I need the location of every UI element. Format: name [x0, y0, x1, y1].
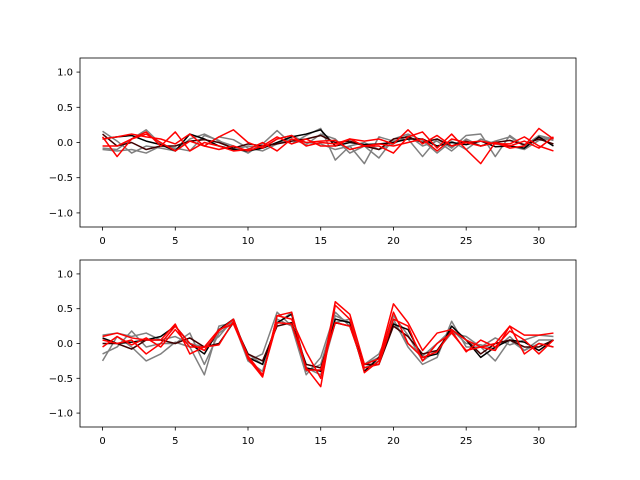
- series-group: [101, 127, 554, 165]
- x-tick-label: 30: [533, 236, 546, 247]
- x-tick-label: 0: [99, 236, 105, 247]
- y-tick-label: −1.0: [49, 208, 73, 219]
- x-tick-label: 15: [314, 236, 327, 247]
- series-line-8: [102, 133, 554, 152]
- x-tick-label: 15: [314, 436, 327, 447]
- series-line-6: [102, 127, 554, 149]
- x-tick-label: 30: [533, 436, 546, 447]
- y-tick-label: 0.0: [57, 138, 73, 149]
- x-tick-label: 5: [172, 236, 178, 247]
- x-tick-label: 5: [172, 436, 178, 447]
- top-subplot: 0 5 10 15 20 25 30 −1.0 −0.5 0.0 0.5 1.0: [49, 57, 577, 247]
- x-tick-label: 10: [242, 236, 255, 247]
- y-tick-label: −1.0: [49, 409, 73, 420]
- y-tick-label: 1.0: [57, 269, 73, 280]
- series-line-6: [102, 301, 554, 380]
- x-tick-label: 0: [99, 436, 105, 447]
- x-tick-label: 25: [460, 436, 473, 447]
- x-tick-label: 25: [460, 236, 473, 247]
- series-line-8: [102, 311, 554, 378]
- y-tick-label: 0.5: [57, 103, 73, 114]
- series-line-7: [101, 131, 554, 165]
- y-tick-label: 0.0: [57, 339, 73, 350]
- series-group: [101, 301, 554, 388]
- y-tick-label: −0.5: [49, 374, 73, 385]
- y-tick-label: 0.5: [57, 304, 73, 315]
- x-tick-label: 10: [242, 436, 255, 447]
- y-tick-label: 1.0: [57, 68, 73, 79]
- y-tick-label: −0.5: [49, 173, 73, 184]
- x-tick-label: 20: [387, 236, 400, 247]
- x-tick-label: 20: [387, 436, 400, 447]
- bottom-subplot: 0 5 10 15 20 25 30 −1.0 −0.5 0.0 0.5 1.0: [49, 259, 577, 447]
